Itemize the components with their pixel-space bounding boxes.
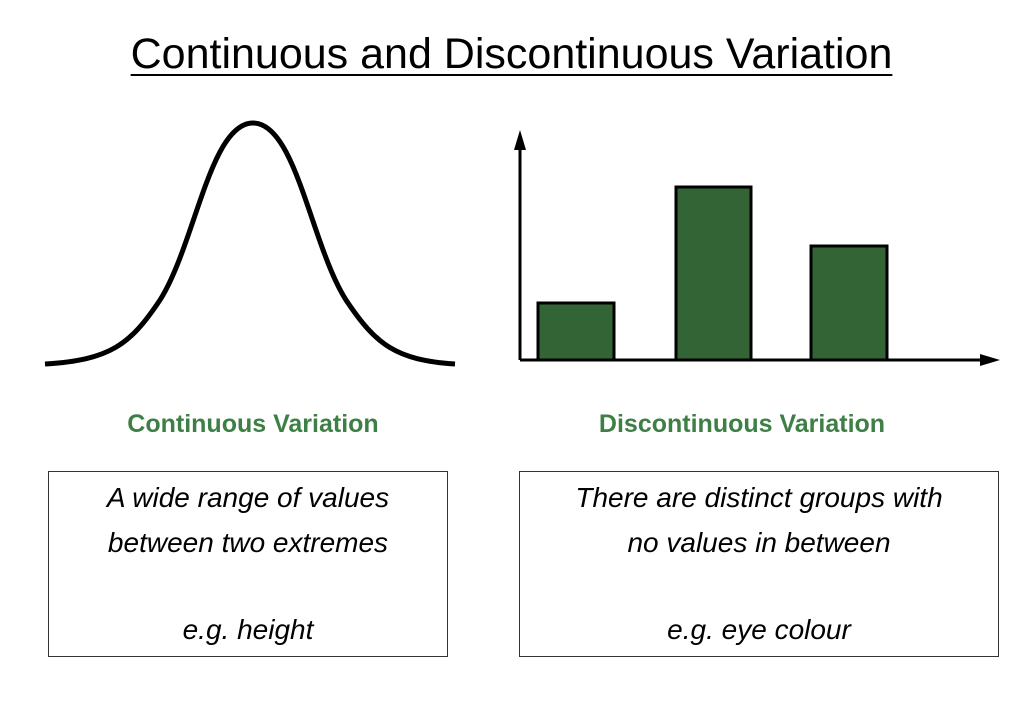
example: e.g. eye colour — [667, 614, 851, 645]
panel-label: Discontinuous Variation — [598, 410, 886, 438]
y-axis-arrow — [514, 130, 526, 150]
description-line: between two extremes — [107, 527, 389, 558]
description-box: A wide range of values between two extre… — [48, 471, 448, 657]
bar — [674, 185, 753, 362]
description-line: There are distinct groups with — [575, 482, 943, 513]
bell-curve — [44, 120, 456, 367]
x-axis-arrow — [980, 354, 1000, 366]
panel-label: Continuous Variation — [127, 410, 379, 438]
description-line: A wide range of values — [106, 482, 390, 513]
description-box: There are distinct groups with no values… — [519, 471, 999, 657]
slide-title: Continuous and Discontinuous Variation — [130, 30, 893, 78]
bar — [536, 301, 616, 362]
bar — [809, 244, 889, 362]
description-line: no values in between — [627, 527, 891, 558]
example: e.g. height — [182, 614, 314, 645]
